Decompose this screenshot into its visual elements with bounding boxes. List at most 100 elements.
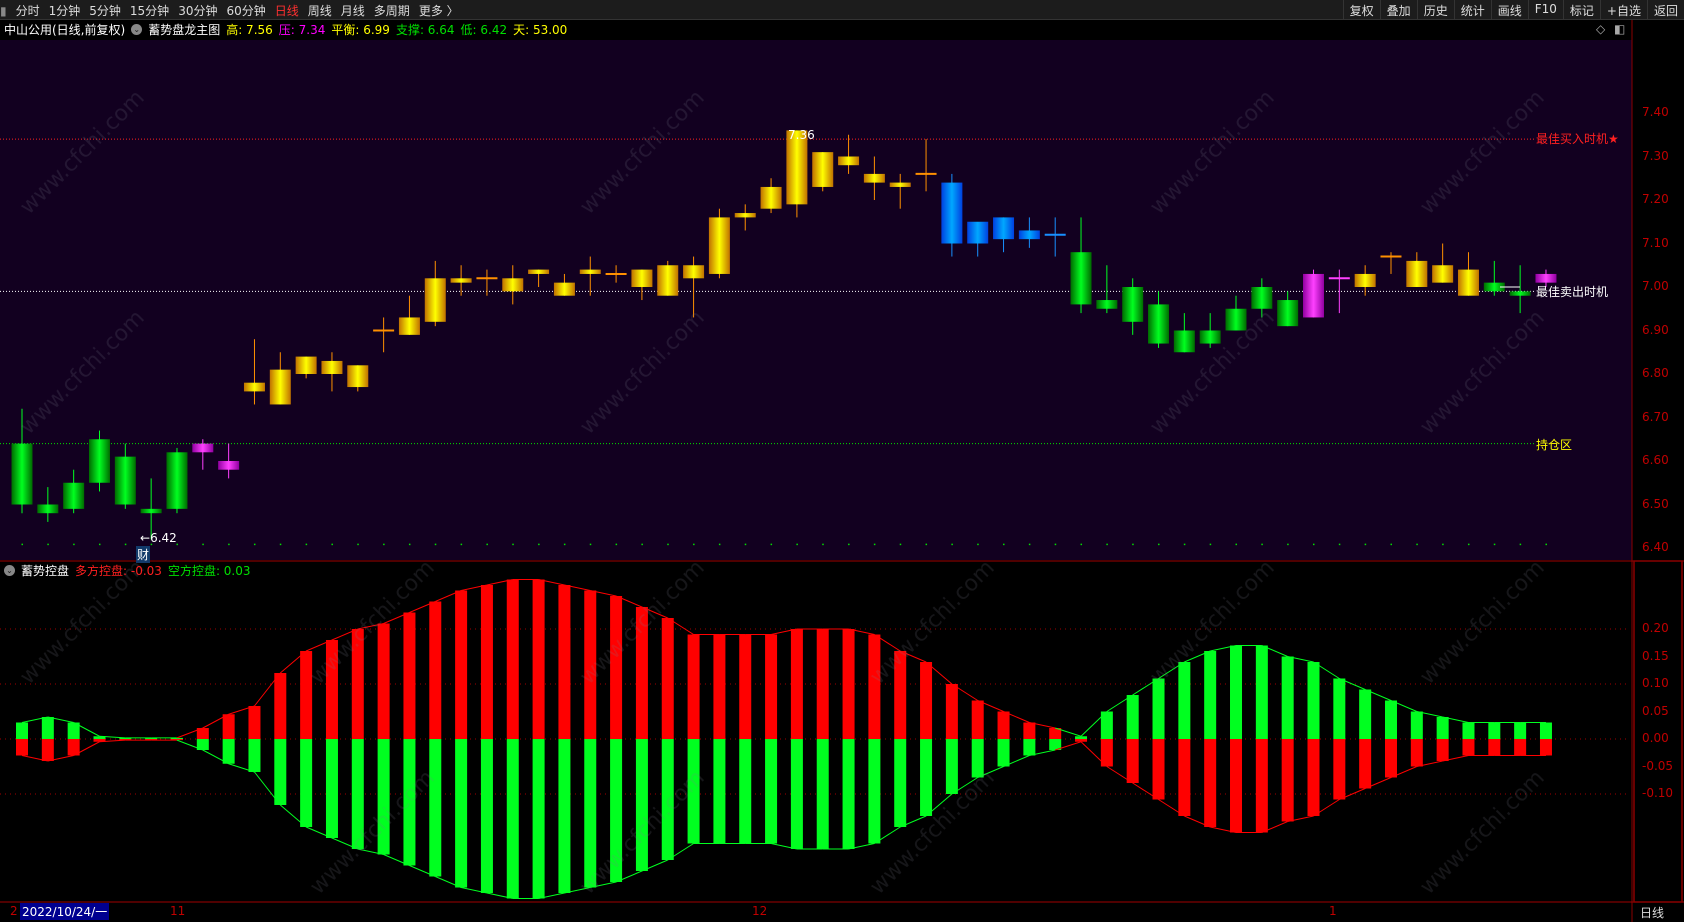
baseline-dot — [1338, 543, 1341, 546]
kong-bar — [790, 739, 803, 849]
envelope-line — [202, 749, 229, 765]
min-price-value: 6.42 — [150, 531, 177, 545]
period-tab[interactable]: 1分钟 — [48, 4, 81, 18]
indicator-name[interactable]: 蓄势盘龙主图 — [148, 23, 221, 37]
baseline-dot — [718, 543, 721, 546]
baseline-dot — [848, 543, 850, 546]
envelope-line — [641, 606, 668, 619]
duo-bar — [920, 662, 933, 739]
baseline-dot — [408, 543, 411, 546]
envelope-line — [1080, 741, 1108, 767]
panel-toggle-icon[interactable]: ▮ — [0, 3, 7, 18]
period-tab[interactable]: 更多 〉 — [418, 4, 459, 18]
toolbar-button[interactable]: F10 — [1527, 0, 1563, 19]
period-tab[interactable]: 15分钟 — [129, 4, 170, 18]
envelope-line — [305, 639, 333, 652]
chevron-down-icon[interactable]: ⌄ — [131, 24, 143, 35]
candle-body — [1018, 230, 1040, 240]
period-tab[interactable]: 月线 — [340, 4, 365, 18]
duo-bar — [971, 700, 984, 739]
price-tick: 6.60 — [1642, 453, 1669, 467]
chart-header: 中山公用(日线,前复权) ⌄ 蓄势盘龙主图 高: 7.56 压: 7.34 平衡… — [0, 20, 1632, 39]
period-tab[interactable]: 30分钟 — [178, 4, 218, 18]
envelope-line — [486, 579, 513, 586]
layout-toggle-icon[interactable]: ◧ — [1614, 22, 1626, 36]
envelope-line — [1416, 711, 1443, 718]
envelope-line — [331, 837, 358, 850]
envelope-line — [977, 700, 1004, 712]
candle-body — [63, 482, 85, 509]
baseline-dot — [796, 543, 798, 546]
envelope-line — [1339, 788, 1366, 800]
envelope-line — [357, 623, 384, 630]
baseline-dot — [925, 543, 928, 546]
toolbar-button[interactable]: 历史 — [1416, 0, 1454, 19]
finance-tag[interactable]: 财 — [136, 546, 151, 563]
kong-bar — [532, 739, 545, 899]
period-tab[interactable]: 日线 — [274, 4, 299, 18]
envelope-line — [1184, 815, 1211, 828]
toolbar-button[interactable]: 画线 — [1490, 0, 1528, 19]
baseline-dot — [124, 543, 127, 546]
price-tick: 7.30 — [1642, 148, 1669, 163]
period-tab[interactable]: 分时 — [15, 4, 40, 18]
baseline-dot — [899, 543, 902, 546]
candle-body — [760, 186, 782, 209]
duo-bar — [1281, 739, 1294, 822]
kong-bar — [558, 739, 571, 893]
baseline-dot — [1519, 543, 1522, 546]
period-tab[interactable]: 60分钟 — [226, 4, 266, 18]
baseline-dot — [1442, 543, 1444, 546]
period-tab[interactable]: 周线 — [307, 4, 332, 18]
candle-body — [1535, 273, 1557, 283]
baseline-dot — [1261, 543, 1263, 546]
candle-body — [863, 173, 885, 183]
candle-body — [398, 317, 420, 335]
duo-bar — [93, 739, 106, 742]
envelope-line — [279, 650, 307, 674]
kong-bar — [1230, 645, 1243, 739]
diamond-icon[interactable]: ◇ — [1596, 22, 1606, 36]
envelope-line — [228, 705, 255, 715]
duo-bar — [1410, 739, 1423, 767]
candle-body — [269, 369, 291, 405]
period-tab[interactable]: 5分钟 — [89, 4, 121, 18]
kong-bar — [1462, 722, 1475, 739]
envelope-line — [305, 826, 333, 839]
duo-bar — [687, 634, 700, 739]
candle-body — [1122, 287, 1144, 322]
kong-bar — [506, 739, 519, 899]
toolbar-button[interactable]: 标记 — [1562, 0, 1600, 19]
envelope-line — [538, 579, 565, 586]
duo-bar — [816, 629, 829, 739]
lower-indicator-name[interactable]: 蓄势控盘 — [21, 564, 70, 578]
period-tab[interactable]: 多周期 — [373, 4, 410, 18]
duo-bar — [1100, 739, 1113, 767]
chevron-down-icon[interactable]: ⌄ — [4, 565, 15, 576]
baseline-dot — [563, 543, 566, 546]
envelope-line — [357, 848, 384, 855]
stock-title: 中山公用(日线,前复权) — [4, 23, 126, 37]
duo-bar — [1075, 739, 1088, 742]
envelope-line — [564, 887, 591, 894]
kong-bar — [1539, 722, 1552, 739]
envelope-line — [383, 612, 410, 624]
candle-body — [1354, 273, 1376, 287]
high-value: 高: 7.56 — [226, 23, 273, 37]
toolbar-button[interactable]: 复权 — [1342, 0, 1380, 19]
envelope-line — [1055, 741, 1082, 751]
toolbar-button[interactable]: +自选 — [1599, 0, 1647, 19]
period-label[interactable]: 日线 — [1640, 906, 1665, 920]
candle-body — [1406, 260, 1428, 287]
toolbar-button[interactable]: 统计 — [1453, 0, 1491, 19]
price-tick: 6.50 — [1642, 496, 1669, 511]
price-tick: 6.80 — [1642, 366, 1669, 380]
toolbar-button[interactable]: 叠加 — [1379, 0, 1417, 19]
envelope-line — [1158, 799, 1185, 817]
kong-bar — [1384, 700, 1397, 739]
duo-bar — [868, 634, 881, 739]
candle-body — [812, 152, 834, 187]
candle-body — [579, 269, 601, 274]
toolbar-button[interactable]: 返回 — [1646, 0, 1684, 19]
